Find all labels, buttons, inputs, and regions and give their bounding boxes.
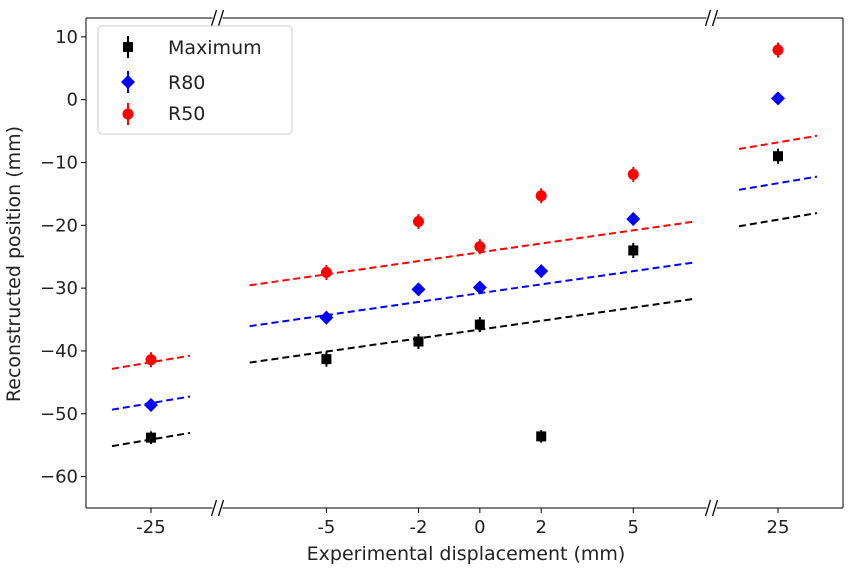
marker-diamond	[534, 264, 549, 279]
data-point-r50	[627, 166, 639, 182]
data-point-r80	[319, 310, 334, 325]
x-axis: -25 -5 -2 0 2 5 25	[136, 508, 789, 538]
x-tick-label: 5	[628, 517, 639, 538]
marker-square	[536, 431, 547, 442]
data-point-maximum	[628, 242, 639, 258]
x-tick-label: -2	[409, 517, 427, 538]
fit-line-r80	[738, 175, 818, 191]
legend-label-maximum: Maximum	[168, 37, 262, 59]
fit-line-r50	[249, 220, 695, 287]
axis-break-mark	[711, 9, 719, 27]
data-point-r50	[320, 264, 332, 280]
data-point-r50	[474, 239, 486, 255]
data-point-r80	[472, 280, 487, 295]
y-axis: 10 0 −10 −20 −30 −40 −50 −60	[40, 27, 86, 488]
marker-diamond	[411, 282, 426, 297]
y-tick-label: −40	[40, 341, 78, 362]
data-point-r80	[534, 264, 549, 279]
data-point-r50	[772, 42, 784, 58]
marker-circle	[474, 241, 486, 253]
data-point-r50	[412, 214, 424, 230]
axis-break-gap	[706, 500, 717, 516]
fit-line-maximum	[738, 212, 818, 228]
x-tick-label: -25	[136, 517, 165, 538]
marker-diamond	[626, 212, 641, 227]
plot-frame	[85, 17, 844, 509]
data-point-maximum	[321, 351, 332, 367]
x-axis-label: Experimental displacement (mm)	[307, 543, 626, 565]
axis-break-gap	[212, 500, 223, 516]
data-point-maximum	[413, 333, 424, 350]
data-points	[144, 42, 785, 444]
data-point-maximum	[146, 431, 156, 444]
data-point-r80	[771, 91, 785, 106]
y-tick-label: −50	[40, 404, 78, 425]
y-tick-label: 0	[67, 90, 78, 111]
marker-square	[628, 245, 639, 256]
marker-diamond	[144, 397, 158, 412]
x-tick-label: 2	[535, 517, 546, 538]
axis-break-mark	[704, 499, 712, 517]
legend-entry-r80: R80	[121, 71, 205, 94]
data-point-r80	[411, 282, 426, 297]
marker-square	[146, 432, 156, 443]
data-point-maximum	[536, 430, 547, 443]
x-tick-label: -5	[317, 517, 335, 538]
legend-box	[97, 25, 293, 135]
marker-diamond	[472, 280, 487, 295]
legend-entry-r50: R50	[122, 103, 205, 125]
data-point-r80	[626, 212, 641, 227]
legend-entry-maximum: Maximum	[123, 36, 262, 59]
axis-break-mark	[210, 9, 218, 27]
y-tick-label: −20	[40, 215, 78, 236]
y-tick-label: −60	[40, 467, 78, 488]
marker-circle	[145, 354, 157, 366]
axis-break-gap	[706, 10, 717, 26]
y-tick-label: −10	[40, 152, 78, 173]
legend-label-r50: R50	[168, 103, 205, 125]
marker-circle	[772, 44, 784, 56]
axis-break-mark	[217, 499, 225, 517]
axis-break-mark	[217, 9, 225, 27]
marker-square	[474, 319, 485, 330]
legend: Maximum R80 R50	[97, 25, 293, 135]
x-tick-label: 25	[767, 517, 790, 538]
marker-circle	[535, 190, 547, 202]
marker-square	[321, 354, 332, 365]
marker-circle	[412, 216, 424, 228]
fit-line-maximum	[249, 297, 695, 364]
fit-line-r50	[738, 134, 818, 150]
axis-break-gap	[212, 10, 223, 26]
data-point-maximum	[474, 317, 485, 333]
axis-break-mark	[711, 499, 719, 517]
marker-square	[413, 336, 424, 347]
data-point-r50	[535, 188, 547, 204]
marker-square	[773, 151, 783, 162]
data-point-r50	[145, 352, 157, 368]
data-point-maximum	[773, 148, 783, 164]
marker-diamond	[771, 91, 785, 106]
fit-line-r80	[249, 261, 695, 328]
fit-lines	[111, 134, 818, 448]
marker-diamond	[319, 310, 334, 325]
y-tick-label: 10	[55, 27, 78, 48]
axis-breaks	[210, 9, 719, 517]
axis-break-mark	[704, 9, 712, 27]
axis-break-mark	[210, 499, 218, 517]
y-axis-label: Reconstructed position (mm)	[3, 126, 25, 402]
legend-label-r80: R80	[168, 72, 205, 94]
y-tick-label: −30	[40, 278, 78, 299]
x-tick-label: 0	[474, 517, 485, 538]
data-point-r80	[144, 397, 158, 412]
marker-circle	[627, 168, 639, 180]
marker-circle	[320, 266, 332, 278]
